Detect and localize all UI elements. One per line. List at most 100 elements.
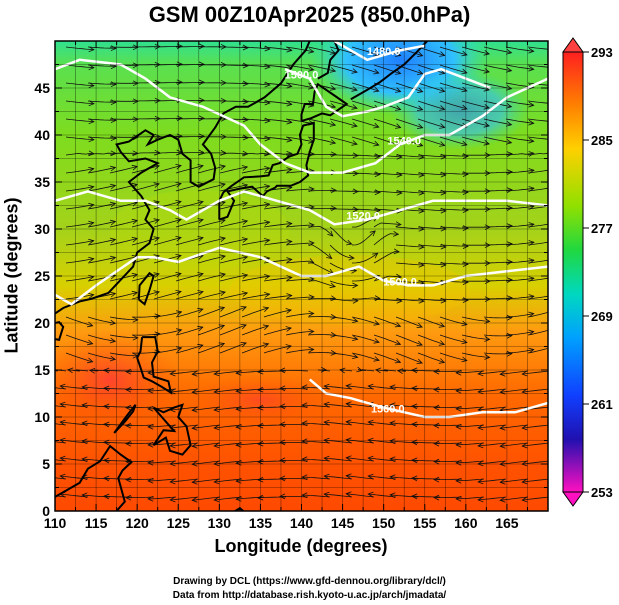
streamline <box>373 82 401 92</box>
streamline <box>197 219 226 228</box>
streamline <box>285 331 314 336</box>
streamline <box>148 496 177 500</box>
streamline <box>109 334 138 339</box>
streamline <box>55 387 67 390</box>
streamline <box>285 260 314 264</box>
streamline <box>505 223 534 228</box>
streamline <box>522 370 548 375</box>
streamline <box>395 154 424 158</box>
streamline <box>417 244 446 248</box>
streamline <box>395 82 423 93</box>
streamline-arrow <box>439 123 446 129</box>
streamline-arrow <box>109 237 117 244</box>
streamline <box>55 459 67 462</box>
streamline <box>131 333 160 336</box>
credit-data: Data from http://database.rish.kyoto-u.a… <box>172 590 447 601</box>
streamline-arrow <box>323 383 330 390</box>
streamline-arrow <box>279 457 286 464</box>
streamline <box>505 100 534 106</box>
streamline <box>324 403 353 408</box>
streamline <box>65 46 94 51</box>
streamline <box>483 153 513 156</box>
streamline <box>483 225 513 228</box>
colorbar: 293 285 277 269 261 253 <box>562 37 613 507</box>
streamline <box>433 478 463 480</box>
streamline <box>373 64 401 74</box>
streamline <box>439 154 469 157</box>
streamline-arrow <box>286 221 293 227</box>
streamline <box>439 244 469 247</box>
streamline <box>527 82 548 86</box>
streamline <box>153 347 182 354</box>
streamline <box>285 64 314 71</box>
streamline <box>417 316 445 327</box>
streamline-arrow <box>176 115 183 122</box>
streamline-arrow <box>462 279 469 285</box>
streamline-arrow <box>374 207 381 214</box>
streamline <box>175 45 205 48</box>
streamline-arrow <box>308 310 315 317</box>
streamline-arrow <box>147 369 154 376</box>
streamline-arrow <box>219 254 226 261</box>
streamline <box>439 100 468 110</box>
streamline <box>500 496 529 501</box>
streamline-arrow <box>395 51 402 57</box>
contour-label: 1480.0 <box>367 46 401 58</box>
streamline-arrow <box>369 230 376 237</box>
streamline-arrow <box>348 254 355 261</box>
streamline-arrow <box>506 187 513 193</box>
streamline <box>527 311 548 318</box>
streamline-arrow <box>528 137 535 144</box>
streamline-arrow <box>197 307 204 314</box>
streamline-arrow <box>132 316 139 323</box>
streamline <box>131 351 160 354</box>
streamline-arrow <box>389 420 396 427</box>
streamline <box>263 64 292 69</box>
streamline <box>346 385 375 390</box>
streamline <box>125 424 155 427</box>
streamline <box>329 46 358 55</box>
streamline-arrow <box>257 404 264 411</box>
streamline-arrow <box>197 290 204 296</box>
streamline <box>263 118 292 123</box>
streamline <box>263 100 292 105</box>
streamline <box>478 370 507 375</box>
streamline <box>60 421 89 426</box>
streamline-arrow <box>439 105 446 111</box>
streamline <box>109 202 138 210</box>
streamline-arrow <box>345 455 352 462</box>
streamline <box>109 238 138 246</box>
streamline-arrow <box>264 220 271 226</box>
streamline-arrow <box>197 218 204 224</box>
streamline-arrow <box>372 252 379 259</box>
streamline-arrow <box>240 306 247 312</box>
streamline <box>192 388 221 393</box>
streamline <box>170 478 199 483</box>
streamline <box>263 241 292 246</box>
streamline-arrow <box>394 340 402 346</box>
streamline-arrow <box>411 457 418 464</box>
coastline <box>317 41 340 80</box>
streamline <box>87 82 117 85</box>
streamline-arrow <box>329 282 336 289</box>
streamline-arrow <box>59 437 66 444</box>
streamline <box>65 82 94 87</box>
streamline <box>65 64 94 69</box>
streamline <box>417 82 445 92</box>
streamline-arrow <box>301 492 308 499</box>
streamline <box>483 334 513 337</box>
streamline <box>346 421 375 426</box>
streamline-arrow <box>505 102 513 109</box>
streamline <box>456 460 485 464</box>
streamline-arrow <box>373 338 380 344</box>
streamline-arrow <box>197 236 204 242</box>
streamline <box>55 477 67 480</box>
streamline-arrow <box>198 115 205 122</box>
streamline-arrow <box>153 182 160 188</box>
streamline <box>461 64 490 73</box>
streamline <box>527 64 548 68</box>
streamline-arrow <box>257 422 264 429</box>
streamline <box>197 325 225 336</box>
streamline <box>219 342 247 354</box>
streamline <box>241 152 270 156</box>
